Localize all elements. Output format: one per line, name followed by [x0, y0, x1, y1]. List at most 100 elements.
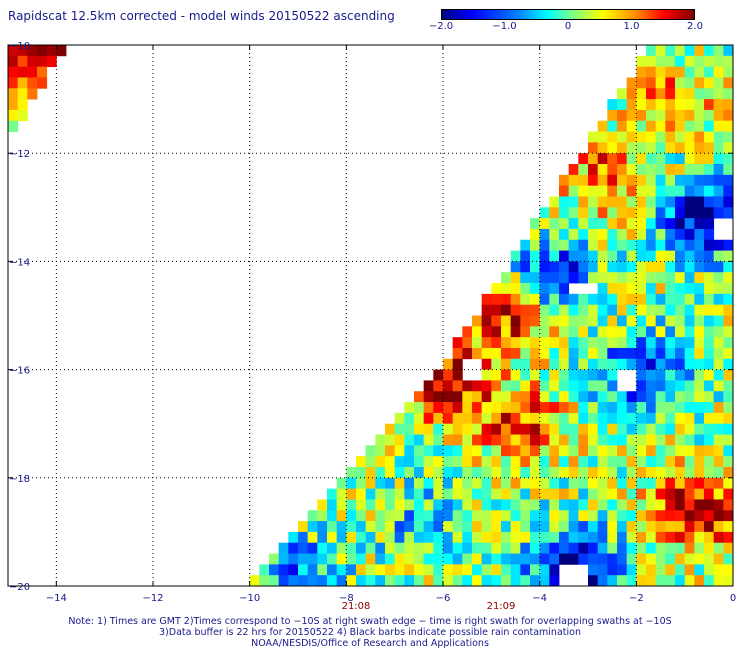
heatmap-cell — [414, 531, 425, 544]
heatmap-cell — [655, 315, 666, 327]
heatmap-cell — [404, 553, 415, 565]
heatmap-cell — [452, 521, 463, 533]
heatmap-cell — [626, 77, 637, 89]
heatmap-cell — [539, 207, 550, 219]
heatmap-cell — [723, 326, 734, 338]
heatmap-cell — [588, 445, 599, 457]
heatmap-cell — [597, 196, 608, 208]
heatmap-cell — [684, 412, 695, 425]
heatmap-cell — [684, 228, 695, 241]
heatmap-cell — [588, 521, 599, 533]
heatmap-cell — [607, 174, 618, 187]
heatmap-cell — [675, 239, 686, 251]
heatmap-cell — [607, 358, 618, 370]
heatmap-cell — [646, 218, 657, 230]
heatmap-cell — [568, 466, 579, 479]
heatmap-cell — [588, 304, 599, 316]
heatmap-cell — [636, 261, 647, 273]
heatmap-cell — [597, 358, 608, 370]
heatmap-cell — [713, 337, 724, 349]
heatmap-cell — [568, 412, 579, 425]
heatmap-cell — [452, 402, 463, 414]
heatmap-cell — [665, 434, 676, 446]
heatmap-cell — [675, 261, 686, 273]
heatmap-cell — [539, 553, 550, 565]
heatmap-cell — [578, 423, 589, 435]
heatmap-cell — [694, 347, 705, 360]
heatmap-cell — [684, 553, 695, 565]
heatmap-cell — [704, 423, 715, 435]
heatmap-cell — [694, 120, 705, 132]
heatmap-cell — [530, 553, 541, 565]
heatmap-cell — [646, 196, 657, 208]
heatmap-cell — [607, 109, 618, 122]
heatmap-cell — [356, 477, 367, 490]
heatmap-cell — [559, 174, 570, 187]
heatmap-cell — [549, 434, 560, 446]
heatmap-cells — [8, 45, 734, 587]
heatmap-cell — [568, 542, 579, 554]
heatmap-cell — [636, 531, 647, 544]
heatmap-cell — [394, 542, 405, 554]
heatmap-cell — [684, 261, 695, 273]
heatmap-cell — [549, 261, 560, 273]
heatmap-cell — [675, 326, 686, 338]
heatmap-cell — [385, 510, 396, 522]
heatmap-cell — [655, 347, 666, 360]
heatmap-cell — [704, 369, 715, 381]
heatmap-cell — [433, 521, 444, 533]
heatmap-cell — [646, 488, 657, 500]
heatmap-cell — [578, 402, 589, 414]
heatmap-cell — [559, 337, 570, 349]
heatmap-cell — [414, 564, 425, 576]
heatmap-cell — [578, 196, 589, 208]
heatmap-cell — [694, 131, 705, 143]
heatmap-cell — [423, 488, 434, 500]
heatmap-cell — [433, 488, 444, 500]
heatmap-cell — [336, 564, 347, 576]
heatmap-cell — [626, 304, 637, 316]
heatmap-cell — [655, 337, 666, 349]
heatmap-cell — [559, 283, 570, 295]
heatmap-cell — [520, 250, 531, 262]
heatmap-cell — [423, 456, 434, 468]
heatmap-cell — [617, 510, 628, 522]
heatmap-cell — [684, 531, 695, 544]
heatmap-cell — [597, 337, 608, 349]
heatmap-cell — [626, 120, 637, 132]
heatmap-cell — [617, 293, 628, 306]
heatmap-cell — [510, 261, 521, 273]
heatmap-cell — [646, 553, 657, 565]
heatmap-cell — [559, 402, 570, 414]
heatmap-cell — [626, 153, 637, 165]
heatmap-cell — [704, 228, 715, 241]
heatmap-cell — [597, 575, 608, 587]
heatmap-cell — [578, 456, 589, 468]
heatmap-cell — [723, 564, 734, 576]
heatmap-cell — [8, 99, 19, 111]
heatmap-cell — [394, 434, 405, 446]
heatmap-cell — [655, 142, 666, 154]
heatmap-cell — [723, 66, 734, 78]
heatmap-cell — [597, 293, 608, 306]
heatmap-cell — [675, 477, 686, 490]
colorbar-tick-label: 1.0 — [623, 21, 640, 32]
heatmap-cell — [510, 531, 521, 544]
heatmap-cell — [578, 499, 589, 511]
heatmap-cell — [414, 445, 425, 457]
heatmap-cell — [597, 153, 608, 165]
heatmap-cell — [655, 304, 666, 316]
heatmap-cell — [607, 153, 618, 165]
heatmap-cell — [607, 564, 618, 576]
heatmap-cell — [665, 164, 676, 176]
heatmap-cell — [646, 304, 657, 316]
heatmap-cell — [694, 423, 705, 435]
heatmap-cell — [694, 521, 705, 533]
heatmap-cell — [472, 380, 483, 392]
heatmap-cell — [684, 293, 695, 306]
heatmap-cell — [568, 185, 579, 197]
heatmap-cell — [356, 510, 367, 522]
heatmap-cell — [597, 174, 608, 187]
heatmap-cell — [675, 575, 686, 587]
heatmap-cell — [713, 402, 724, 414]
